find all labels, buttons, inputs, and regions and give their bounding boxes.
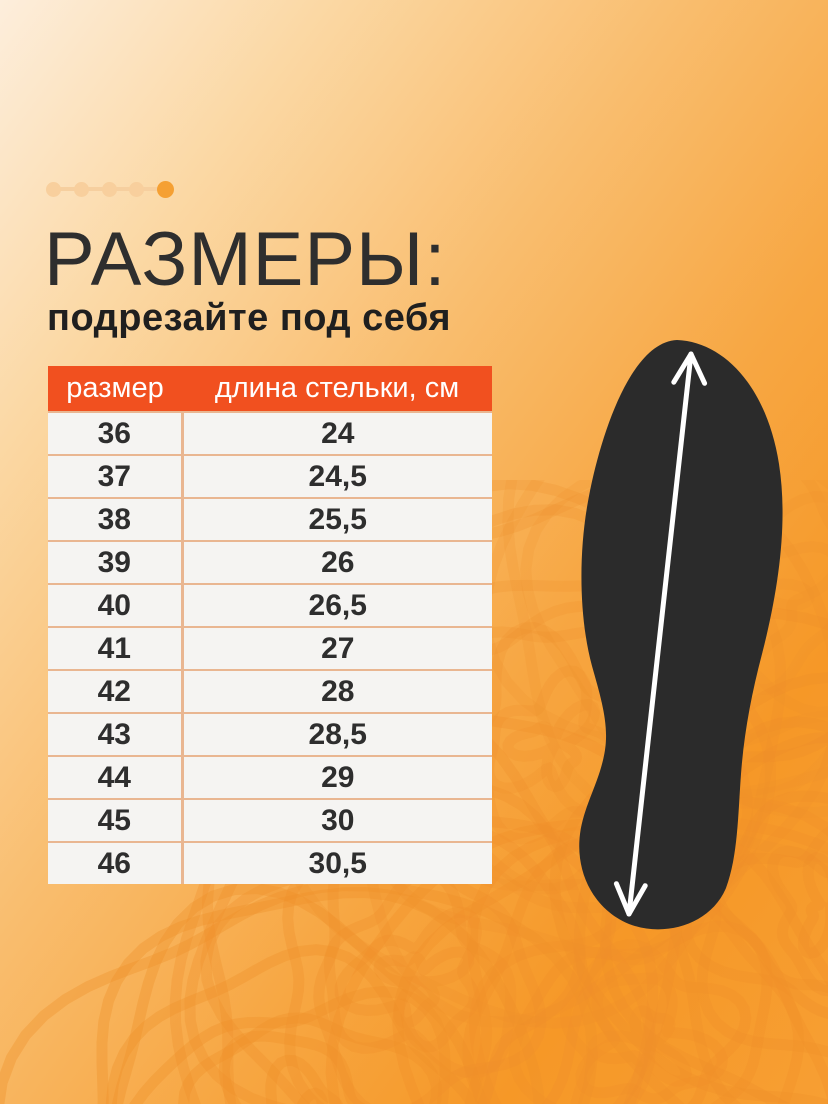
insole-length-cell: 30 bbox=[180, 798, 492, 842]
insole-length-cell: 26,5 bbox=[180, 583, 492, 627]
insole-length-cell: 29 bbox=[180, 755, 492, 799]
pattern-contour bbox=[96, 886, 545, 1104]
insole-figure bbox=[545, 336, 795, 940]
size-cell: 46 bbox=[48, 841, 182, 884]
pattern-contour bbox=[334, 906, 482, 1053]
table-row: 44 29 bbox=[48, 755, 492, 799]
pattern-contour bbox=[323, 867, 517, 1079]
pattern-contour bbox=[218, 1030, 366, 1104]
column-header: длина стельки, см bbox=[182, 366, 492, 412]
pattern-contour bbox=[373, 946, 475, 1029]
dot bbox=[46, 181, 61, 197]
column-header: размер bbox=[48, 366, 182, 412]
table-row: 42 28 bbox=[48, 669, 492, 713]
table-row: 46 30,5 bbox=[48, 841, 492, 884]
insole-silhouette bbox=[579, 340, 783, 930]
size-cell: 40 bbox=[48, 583, 182, 627]
table-row: 40 26,5 bbox=[48, 583, 492, 627]
insole-length-cell: 28,5 bbox=[180, 712, 492, 756]
table-row: 43 28,5 bbox=[48, 712, 492, 756]
pattern-contour bbox=[296, 1087, 328, 1104]
pattern-contour bbox=[587, 1005, 692, 1087]
dot-active bbox=[157, 180, 174, 198]
size-cell: 39 bbox=[48, 540, 182, 584]
table-row: 37 24,5 bbox=[48, 454, 492, 498]
size-cell: 45 bbox=[48, 798, 182, 842]
pattern-contour bbox=[797, 851, 828, 960]
pattern-contour bbox=[105, 944, 480, 1104]
table-row: 38 25,5 bbox=[48, 497, 492, 541]
pattern-contour bbox=[575, 972, 729, 1104]
table-row: 36 24 bbox=[48, 411, 492, 455]
insole-length-cell: 26 bbox=[180, 540, 492, 584]
progress-dots bbox=[46, 180, 174, 198]
pattern-contour bbox=[0, 880, 598, 1104]
dot bbox=[129, 181, 145, 197]
pattern-contour bbox=[178, 1012, 442, 1104]
size-cell: 44 bbox=[48, 755, 182, 799]
size-cell: 42 bbox=[48, 669, 182, 713]
size-cell: 37 bbox=[48, 454, 182, 498]
pattern-contour bbox=[129, 985, 451, 1104]
page-subtitle: подрезайте под себя bbox=[47, 297, 452, 339]
dot bbox=[101, 181, 117, 197]
pattern-contour bbox=[508, 920, 773, 1104]
size-cell: 36 bbox=[48, 411, 182, 455]
insole-length-cell: 25,5 bbox=[180, 497, 492, 541]
size-cell: 38 bbox=[48, 497, 182, 541]
pattern-contour bbox=[112, 882, 488, 1104]
table-row: 41 27 bbox=[48, 626, 492, 670]
insole-length-cell: 28 bbox=[180, 669, 492, 713]
size-cell: 41 bbox=[48, 626, 182, 670]
insole-length-cell: 27 bbox=[180, 626, 492, 670]
insole-length-cell: 30,5 bbox=[180, 841, 492, 884]
dot bbox=[73, 181, 89, 197]
table-row: 39 26 bbox=[48, 540, 492, 584]
pattern-contour bbox=[559, 939, 752, 1104]
size-cell: 43 bbox=[48, 712, 182, 756]
table-row: 45 30 bbox=[48, 798, 492, 842]
size-table: размер длина стельки, см 36 24 37 24,5 38 25,5 3… bbox=[48, 366, 492, 884]
measure-arrow-icon bbox=[613, 351, 708, 917]
pattern-contour bbox=[265, 1054, 344, 1104]
insole-length-cell: 24,5 bbox=[180, 454, 492, 498]
insole-length-cell: 24 bbox=[180, 411, 492, 455]
insole-shape bbox=[579, 340, 783, 930]
page-title: РАЗМЕРЫ: bbox=[44, 217, 447, 302]
